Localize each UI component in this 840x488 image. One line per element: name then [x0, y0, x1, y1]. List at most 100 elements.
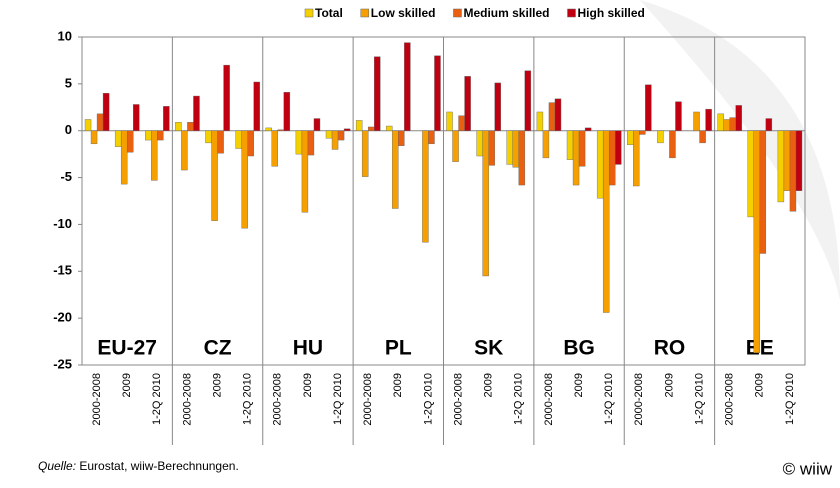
bar — [133, 104, 140, 131]
bar — [452, 130, 459, 162]
group-label: HU — [293, 337, 323, 360]
x-tick-label: 2000-2008 — [272, 373, 284, 426]
x-tick-label: 2000-2008 — [452, 373, 464, 426]
legend-label: High skilled — [578, 6, 645, 20]
bar — [422, 130, 429, 243]
x-tick-label: 1-2Q 2010 — [242, 373, 254, 425]
bar — [126, 130, 134, 153]
bar — [608, 130, 616, 186]
bar — [639, 130, 646, 135]
bar — [374, 56, 381, 131]
bar — [271, 130, 279, 167]
bar — [645, 84, 652, 131]
bar — [404, 42, 411, 131]
bar — [247, 130, 254, 157]
bar — [205, 130, 212, 144]
bar — [657, 130, 664, 144]
legend-swatch — [567, 8, 576, 18]
bar — [157, 130, 164, 141]
bar — [717, 113, 724, 131]
group-label: PL — [385, 337, 412, 360]
x-tick-label: 2000-2008 — [633, 373, 645, 426]
bar — [428, 130, 435, 145]
legend-swatch — [453, 8, 462, 18]
bar — [458, 115, 465, 131]
legend-swatch — [304, 8, 314, 18]
bar — [723, 119, 730, 131]
bar — [488, 130, 495, 166]
bar — [283, 92, 291, 131]
bar — [151, 130, 158, 181]
bar — [337, 130, 345, 141]
y-tick-label: 5 — [65, 75, 72, 90]
bar — [476, 130, 483, 157]
x-tick-label: 2009 — [573, 373, 585, 397]
bar — [367, 126, 375, 131]
bar — [301, 130, 309, 213]
bar — [584, 127, 592, 131]
legend-swatch — [360, 8, 370, 18]
bar — [669, 130, 676, 159]
source: Quelle: Eurostat, wiiw-Berechnungen. — [38, 459, 239, 473]
bar — [331, 130, 339, 150]
x-tick-label: 2009 — [663, 373, 675, 397]
bar — [506, 130, 513, 165]
group-label: CZ — [204, 337, 232, 360]
x-tick-label: 1-2Q 2010 — [693, 373, 705, 425]
bar — [518, 130, 526, 186]
x-tick-label: 2000-2008 — [181, 373, 193, 426]
bar — [181, 130, 188, 171]
bar — [84, 119, 92, 131]
bar — [295, 130, 303, 155]
x-tick-label: 2009 — [302, 373, 314, 397]
bar — [217, 130, 224, 154]
bar — [615, 130, 622, 165]
bar — [313, 118, 321, 131]
bar — [699, 130, 706, 144]
bar — [494, 82, 501, 131]
bar — [602, 130, 610, 313]
x-tick-label: 1-2Q 2010 — [603, 373, 615, 425]
legend-label: Medium skilled — [463, 6, 549, 20]
bar — [355, 120, 363, 131]
x-tick-label: 2000-2008 — [362, 373, 374, 426]
bar — [512, 130, 520, 168]
source-text: Eurostat, wiiw-Berechnungen. — [79, 459, 238, 473]
bar — [693, 111, 700, 131]
bar — [482, 130, 489, 277]
x-tick-label: 2000-2008 — [543, 373, 555, 426]
y-tick-label: -10 — [53, 216, 72, 231]
bar — [524, 70, 532, 131]
bar — [729, 117, 736, 131]
bar — [536, 111, 544, 131]
bar — [265, 127, 272, 131]
bar — [542, 130, 550, 159]
source-label: Quelle: — [38, 459, 76, 473]
bar — [446, 111, 453, 131]
bar — [765, 118, 773, 131]
y-tick-label: -25 — [53, 356, 72, 371]
x-tick-label: 2009 — [483, 373, 495, 397]
bar — [705, 108, 712, 131]
x-tick-label: 1-2Q 2010 — [332, 373, 344, 425]
group-label: SK — [474, 337, 503, 360]
x-tick-label: 2009 — [392, 373, 404, 397]
group-label: EU-27 — [97, 337, 157, 360]
bar — [566, 130, 574, 160]
bar — [187, 122, 194, 131]
bar — [596, 130, 604, 199]
x-tick-label: 2000-2008 — [91, 373, 103, 426]
bar — [777, 130, 785, 203]
bar — [114, 130, 122, 147]
bar — [325, 130, 333, 139]
bar — [434, 55, 441, 131]
bar — [759, 130, 767, 254]
bar — [102, 93, 110, 131]
y-tick-label: -15 — [53, 263, 72, 278]
bar — [548, 102, 556, 131]
legend-label: Total — [315, 6, 343, 20]
bar — [163, 106, 170, 131]
y-tick-label: 0 — [65, 122, 72, 137]
bar — [120, 130, 128, 185]
